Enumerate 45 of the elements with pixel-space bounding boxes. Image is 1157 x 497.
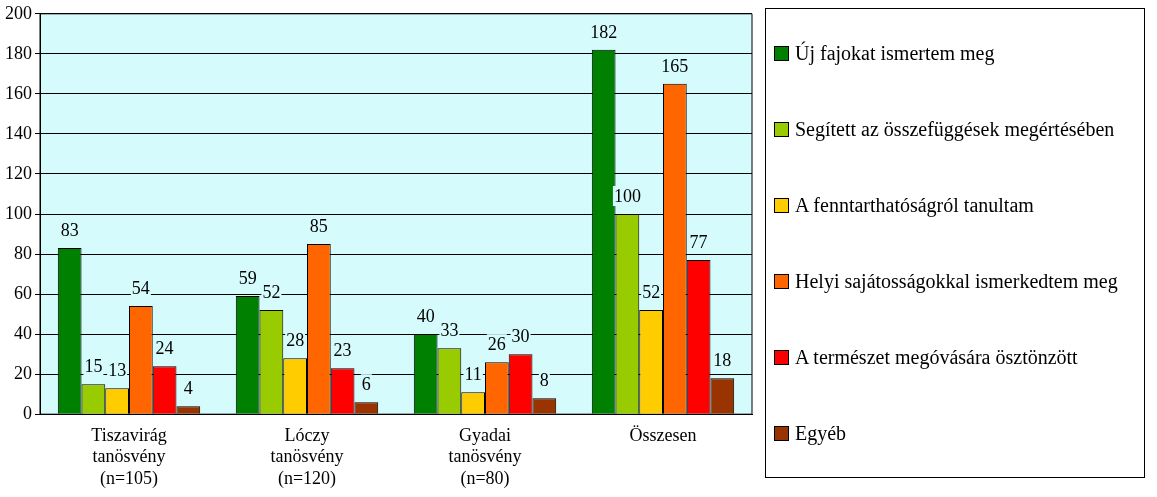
data-label: 24 bbox=[155, 337, 174, 358]
data-label: 85 bbox=[309, 215, 328, 236]
data-label: 52 bbox=[642, 281, 661, 302]
data-label: 52 bbox=[262, 281, 281, 302]
data-label: 100 bbox=[613, 185, 641, 206]
data-label: 13 bbox=[108, 359, 127, 380]
y-tick-label: 100 bbox=[5, 202, 32, 223]
data-label: 59 bbox=[238, 267, 257, 288]
data-label: 54 bbox=[131, 277, 150, 298]
legend-label: A természet megóvására ösztönzött bbox=[795, 345, 1078, 370]
data-label: 30 bbox=[511, 325, 530, 346]
legend-label: Segített az összefüggések megértésében bbox=[795, 117, 1115, 142]
data-label: 8 bbox=[539, 369, 549, 390]
data-label: 6 bbox=[361, 373, 371, 394]
data-label: 83 bbox=[60, 219, 79, 240]
x-tick-label: Lóczy tanösvény (n=120) bbox=[270, 424, 344, 489]
data-label: 182 bbox=[590, 21, 618, 42]
data-label: 165 bbox=[661, 55, 689, 76]
y-tick-label: 140 bbox=[5, 122, 32, 143]
y-tick-label: 80 bbox=[14, 242, 32, 263]
data-label: 28 bbox=[286, 329, 305, 350]
data-label: 40 bbox=[416, 305, 435, 326]
x-tick-label: Gyadai tanösvény (n=80) bbox=[448, 424, 522, 489]
legend-label: Helyi sajátosságokkal ismerkedtem meg bbox=[795, 269, 1118, 294]
data-label: 23 bbox=[333, 339, 352, 360]
y-tick-label: 180 bbox=[5, 42, 32, 63]
data-label: 11 bbox=[464, 363, 482, 384]
legend-label: Új fajokat ismertem meg bbox=[795, 40, 995, 66]
legend-label: Egyéb bbox=[795, 421, 847, 446]
y-tick-label: 60 bbox=[14, 282, 32, 303]
y-tick-label: 0 bbox=[23, 402, 32, 423]
y-tick-label: 20 bbox=[14, 362, 32, 383]
y-tick-label: 120 bbox=[5, 162, 32, 183]
data-label: 18 bbox=[713, 349, 732, 370]
y-tick-label: 40 bbox=[14, 322, 32, 343]
data-label: 77 bbox=[689, 231, 708, 252]
data-label: 26 bbox=[487, 333, 506, 354]
x-tick-label: Összesen bbox=[629, 424, 697, 445]
y-tick-label: 160 bbox=[5, 82, 32, 103]
y-tick-label: 200 bbox=[5, 2, 32, 23]
data-label: 4 bbox=[183, 377, 193, 398]
legend-label: A fenntarthatóságról tanultam bbox=[795, 193, 1034, 218]
data-label: 15 bbox=[84, 355, 103, 376]
x-tick-label: Tiszavirág tanösvény (n=105) bbox=[91, 424, 167, 489]
data-label: 33 bbox=[440, 319, 459, 340]
